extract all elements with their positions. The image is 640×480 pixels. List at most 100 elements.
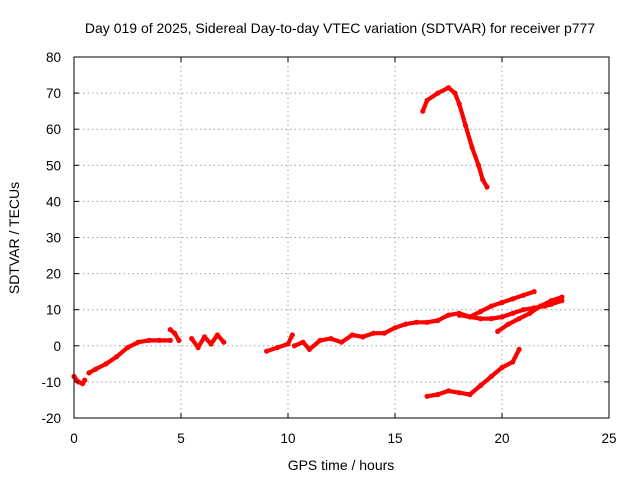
data-point: [317, 337, 323, 343]
data-point: [475, 162, 482, 168]
data-point: [520, 292, 527, 298]
data-point: [403, 321, 409, 327]
data-point: [456, 390, 462, 396]
data-point: [456, 101, 462, 107]
data-point: [338, 339, 345, 345]
data-series-10: [488, 298, 565, 322]
data-point: [527, 310, 533, 316]
data-point: [285, 341, 291, 347]
data-series-9: [495, 294, 565, 334]
x-tick-label: 5: [177, 431, 185, 446]
data-point: [167, 337, 173, 343]
data-series-6: [291, 332, 366, 352]
y-tick-label: 80: [46, 50, 61, 65]
series-trace: [264, 332, 295, 354]
data-series-2: [86, 337, 173, 376]
data-point: [467, 391, 473, 398]
data-point: [499, 299, 505, 306]
data-point: [176, 337, 182, 343]
data-point: [495, 328, 501, 334]
data-point: [381, 330, 387, 336]
y-tick-label: 70: [46, 86, 61, 101]
data-point: [172, 330, 178, 336]
y-tick-label: 60: [46, 122, 61, 137]
data-series-8: [456, 289, 537, 320]
data-point: [559, 298, 565, 304]
data-point: [516, 316, 522, 322]
data-point: [167, 327, 173, 333]
x-axis-label: GPS time / hours: [288, 457, 395, 473]
data-point: [435, 391, 441, 398]
data-point: [542, 303, 548, 309]
data-point: [478, 316, 484, 322]
y-tick-label: 10: [46, 303, 61, 318]
data-point: [82, 377, 88, 383]
data-point: [488, 373, 494, 380]
data-point: [413, 319, 419, 325]
data-point: [520, 307, 527, 313]
data-point: [214, 332, 220, 338]
data-point: [445, 388, 452, 394]
data-point: [452, 90, 458, 96]
data-series-group: [71, 85, 565, 399]
data-point: [208, 341, 214, 347]
data-point: [86, 370, 92, 376]
data-point: [488, 303, 494, 309]
data-series-5: [264, 332, 295, 354]
data-point: [157, 337, 163, 343]
data-point: [360, 334, 366, 340]
data-point: [510, 310, 516, 316]
y-tick-label: -20: [41, 411, 61, 426]
data-point: [124, 345, 131, 351]
data-series-7: [360, 310, 505, 340]
data-series-3: [167, 327, 182, 343]
x-tick-label: 0: [70, 431, 78, 446]
data-point: [424, 393, 430, 399]
y-tick-label: 40: [46, 194, 61, 209]
data-point: [510, 296, 516, 302]
data-point: [531, 289, 537, 295]
data-point: [289, 332, 295, 338]
data-point: [505, 321, 511, 327]
data-point: [300, 339, 306, 345]
x-tick-label: 20: [494, 431, 509, 446]
data-point: [531, 305, 537, 311]
data-point: [478, 308, 484, 315]
x-tick-label: 15: [387, 431, 402, 446]
x-tick-label: 25: [601, 431, 616, 446]
y-tick-label: 20: [46, 267, 61, 282]
data-point: [463, 123, 469, 129]
axis-ticks: 0 5 10 15 20 25 -20 -10 0 10 20 30 40 50 60 70 80: [41, 50, 616, 446]
series-trace: [425, 347, 522, 399]
y-tick-label: -10: [41, 375, 61, 390]
grid-lines: [74, 57, 609, 418]
data-point: [445, 312, 452, 318]
data-point: [264, 348, 270, 354]
data-series-11: [420, 85, 490, 190]
series-trace: [86, 338, 173, 375]
data-point: [424, 319, 430, 325]
data-point: [201, 334, 208, 340]
data-point: [445, 85, 452, 91]
data-point: [195, 345, 201, 351]
data-point: [559, 294, 565, 300]
y-axis-label: SDTVAR / TECUs: [6, 182, 22, 294]
data-point: [435, 317, 441, 324]
data-point: [189, 336, 195, 342]
data-point: [291, 343, 297, 349]
y-tick-label: 0: [53, 339, 61, 354]
data-point: [478, 382, 484, 389]
data-point: [548, 301, 554, 307]
data-point: [499, 364, 505, 371]
data-point: [480, 177, 486, 183]
x-tick-label: 10: [280, 431, 295, 446]
data-point: [371, 330, 377, 336]
data-point: [488, 316, 494, 322]
data-point: [114, 354, 120, 360]
data-point: [469, 144, 475, 150]
data-point: [392, 325, 398, 331]
data-series-12: [424, 346, 522, 399]
data-point: [306, 346, 312, 352]
chart-title: Day 019 of 2025, Sidereal Day-to-day VTE…: [85, 20, 595, 36]
